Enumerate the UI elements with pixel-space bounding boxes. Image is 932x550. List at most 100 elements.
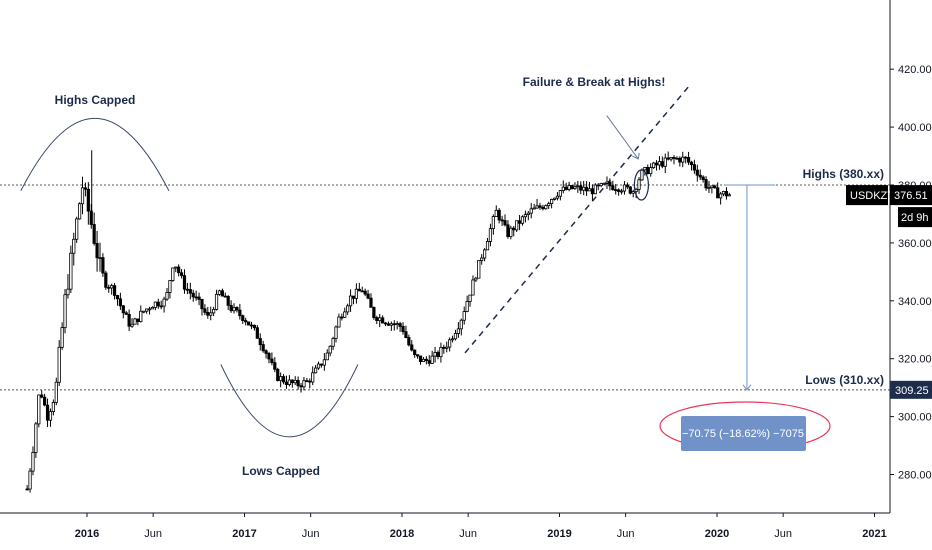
ascending-trendline	[464, 86, 690, 354]
candle-body	[112, 285, 117, 296]
candle-body	[515, 220, 519, 231]
candle-body	[348, 295, 353, 307]
candle-body	[488, 228, 493, 242]
candle-body	[657, 161, 662, 166]
candle-body	[267, 352, 271, 360]
candle-body	[541, 206, 545, 210]
candle-body	[107, 286, 111, 289]
candle-body	[214, 293, 219, 310]
candle-body	[494, 209, 498, 217]
candle-body	[83, 187, 88, 190]
candle-body	[442, 346, 446, 349]
candle-body	[684, 156, 688, 159]
candle-body	[418, 355, 423, 363]
candle-body	[401, 326, 405, 333]
candle-body	[483, 249, 487, 259]
candle-body	[637, 179, 641, 190]
candle-body	[372, 306, 376, 318]
candle-body	[689, 161, 694, 166]
candle-body	[322, 359, 326, 366]
candle-body	[37, 394, 41, 425]
candle-body	[445, 346, 449, 349]
candle-body	[430, 355, 434, 364]
candle-body	[179, 272, 184, 276]
y-tick-label: 320.00	[898, 354, 932, 366]
x-axis[interactable]: 2016 Jun 2017 Jun 2018 Jun 2019 Jun 2020 Jun 2021	[75, 513, 887, 540]
candle-body	[104, 272, 108, 288]
candle-body	[625, 184, 629, 188]
lows-level-label: Lows (310.xx)	[805, 373, 884, 387]
candle-body	[450, 338, 455, 341]
candle-body	[695, 169, 699, 176]
candle-body	[480, 257, 484, 261]
x-tick-label: 2017	[232, 528, 256, 540]
candle-body	[185, 288, 190, 291]
candle-body	[168, 280, 172, 293]
candle-body	[244, 320, 248, 323]
candle-body	[681, 156, 685, 163]
breakout-circle	[633, 169, 650, 201]
candle-body	[153, 301, 157, 308]
candle-body	[552, 197, 557, 200]
candle-body	[646, 167, 650, 175]
x-tick-label: 2018	[390, 528, 414, 540]
candle-body	[354, 288, 359, 299]
candle-body	[60, 327, 64, 348]
candle-body	[72, 238, 76, 254]
candle-body	[631, 191, 635, 194]
candle-body	[704, 179, 708, 189]
candle-body	[174, 266, 178, 269]
candle-body	[69, 252, 73, 290]
candle-body	[654, 162, 659, 166]
candle-body	[314, 367, 318, 374]
candle-body	[520, 216, 525, 224]
candle-body	[506, 224, 510, 238]
candle-body	[407, 337, 411, 346]
candle-body	[360, 290, 364, 293]
measure-box	[681, 416, 806, 451]
candle-body	[413, 349, 417, 356]
candle-body	[86, 188, 90, 212]
candle-body	[576, 185, 580, 188]
candle-body	[619, 190, 624, 193]
candle-body	[223, 295, 227, 298]
candle-body	[147, 308, 152, 311]
candle-body	[246, 321, 251, 326]
candle-body	[162, 298, 166, 307]
candle-body	[599, 183, 603, 187]
candle-body	[710, 185, 714, 189]
candle-body	[389, 323, 393, 326]
candle-body	[707, 187, 711, 190]
candle-body	[395, 323, 399, 325]
candle-body	[590, 188, 595, 195]
candle-body	[296, 379, 300, 387]
candle-body	[28, 470, 32, 490]
x-tick-label: Jun	[144, 528, 162, 540]
candle-body	[226, 295, 230, 306]
candle-body	[133, 318, 137, 325]
candle-body	[346, 305, 350, 313]
candle-body	[692, 164, 696, 171]
candle-body	[415, 354, 420, 357]
highs-capped-label: Highs Capped	[55, 93, 136, 107]
candle-body	[115, 295, 120, 300]
candle-body	[663, 157, 667, 167]
candle-body	[660, 161, 664, 167]
candle-body	[48, 411, 53, 421]
x-tick-label: Jun	[302, 528, 320, 540]
candle-body	[25, 488, 29, 491]
candle-body	[334, 326, 338, 339]
candle-body	[383, 322, 388, 325]
candle-body	[75, 218, 79, 240]
candle-body	[203, 308, 207, 313]
y-tick-label: 300.00	[898, 412, 932, 424]
candle-body	[328, 345, 332, 354]
candle-body	[721, 191, 726, 195]
candle-body	[308, 380, 312, 383]
candle-body	[252, 324, 257, 329]
y-axis[interactable]: 280.00300.00320.00340.00360.00380.00400.…	[890, 64, 932, 482]
candle-body	[343, 311, 347, 318]
candle-body	[139, 310, 143, 322]
last-price-text: 376.51	[894, 190, 928, 202]
